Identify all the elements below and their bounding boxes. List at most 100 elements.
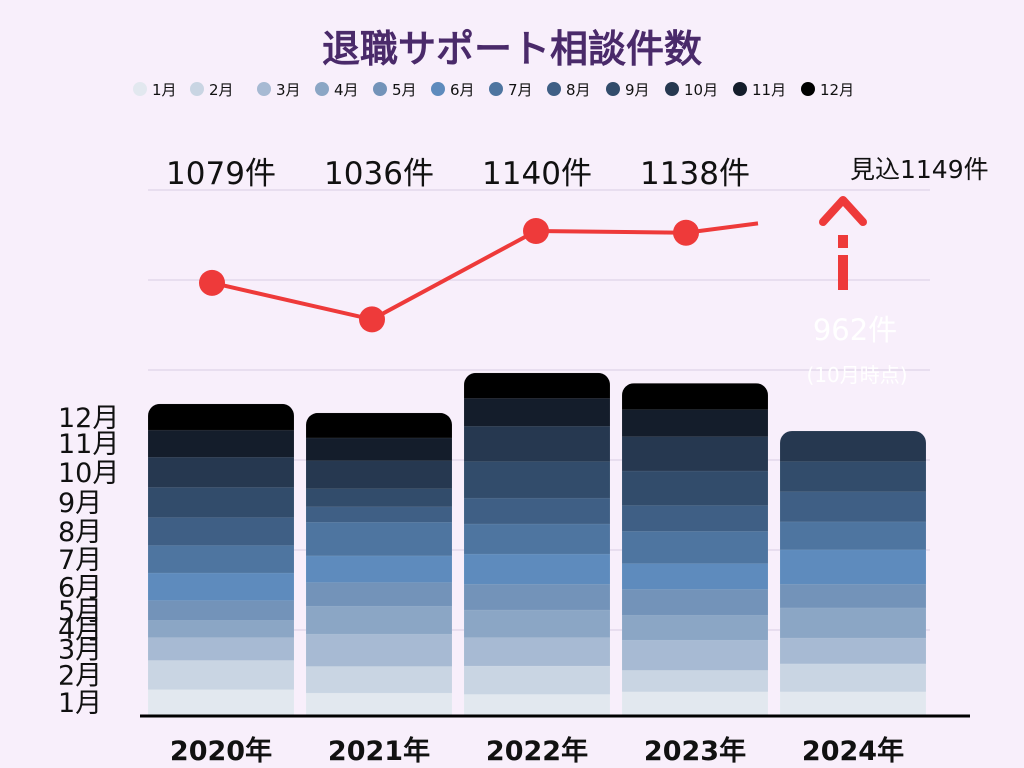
legend-label: 4月 bbox=[334, 81, 359, 99]
legend-label: 2月 bbox=[209, 81, 234, 99]
bar-segment bbox=[622, 639, 768, 671]
bar-segment bbox=[148, 456, 294, 488]
current-total-label: 962件 bbox=[813, 313, 897, 347]
bar-segment bbox=[306, 605, 452, 635]
bar-segment bbox=[622, 383, 768, 410]
trend-point bbox=[359, 306, 385, 333]
bar-segment bbox=[306, 437, 452, 462]
year-axis-labels: 2020年 2021年 2022年 2023年 2024年 bbox=[170, 735, 904, 767]
legend-label: 11月 bbox=[752, 81, 786, 99]
bar-segment bbox=[780, 430, 926, 462]
bar-segment bbox=[148, 429, 294, 458]
bar-segment bbox=[306, 505, 452, 523]
projection-arrow-icon bbox=[819, 196, 867, 290]
projection-label: 見込1149件 bbox=[850, 155, 989, 184]
bar-segment bbox=[148, 659, 294, 690]
legend-label: 10月 bbox=[684, 81, 718, 99]
month-label: 7月 bbox=[58, 545, 102, 576]
legend-swatch bbox=[257, 82, 271, 96]
bar-segment bbox=[148, 636, 294, 661]
year-label: 2020年 bbox=[170, 735, 272, 767]
bar-segment bbox=[622, 669, 768, 693]
legend-swatch bbox=[133, 82, 147, 96]
legend-swatch bbox=[801, 82, 815, 96]
bar-segment bbox=[622, 588, 768, 616]
month-label: 10月 bbox=[58, 458, 119, 489]
legend-label: 12月 bbox=[820, 81, 854, 99]
bar-segment bbox=[464, 665, 610, 695]
trend-point bbox=[673, 219, 699, 246]
total-label: 1079件 bbox=[166, 156, 276, 192]
bar-segment bbox=[148, 544, 294, 574]
legend-swatch bbox=[315, 82, 329, 96]
legend-label: 1月 bbox=[152, 81, 177, 99]
bar-stack bbox=[148, 403, 294, 716]
legend-swatch bbox=[489, 82, 503, 96]
bar-segment bbox=[464, 609, 610, 638]
bar-segment bbox=[148, 572, 294, 601]
bar-segment bbox=[622, 614, 768, 641]
bar-segment bbox=[464, 583, 610, 611]
legend-label: 8月 bbox=[566, 81, 591, 99]
bar-segment bbox=[780, 583, 926, 609]
month-label: 9月 bbox=[58, 488, 102, 519]
bar-segment bbox=[622, 408, 768, 437]
trend-point bbox=[523, 218, 549, 244]
legend-swatch bbox=[431, 82, 445, 96]
bar-segment bbox=[464, 636, 610, 667]
bar-stack bbox=[622, 383, 768, 716]
current-total-note: (10月時点) bbox=[806, 363, 907, 387]
year-label: 2021年 bbox=[328, 735, 430, 767]
bar-segment bbox=[306, 521, 452, 557]
bar-segment bbox=[306, 459, 452, 490]
total-label: 1140件 bbox=[482, 156, 592, 192]
legend-swatch bbox=[373, 82, 387, 96]
bar-segment bbox=[464, 693, 610, 716]
year-label: 2022年 bbox=[486, 735, 588, 767]
legend-swatch bbox=[547, 82, 561, 96]
bar-segment bbox=[780, 637, 926, 665]
bar-segment bbox=[306, 555, 452, 583]
total-label: 1138件 bbox=[640, 156, 750, 192]
bar-segment bbox=[464, 523, 610, 555]
bar-stack bbox=[464, 372, 610, 716]
total-label: 1036件 bbox=[324, 156, 434, 192]
bar-segment bbox=[464, 425, 610, 462]
trend-point bbox=[199, 269, 225, 296]
bar-segment bbox=[622, 504, 768, 532]
bar-segment bbox=[464, 397, 610, 427]
bar-segment bbox=[780, 549, 926, 585]
legend-label: 5月 bbox=[392, 81, 417, 99]
bar-segment bbox=[780, 490, 926, 523]
bar-segment bbox=[148, 688, 294, 716]
chart-title: 退職サポート相談件数 bbox=[322, 27, 702, 71]
month-label: 5月 bbox=[58, 596, 102, 627]
bar-segment bbox=[780, 663, 926, 693]
legend-label: 7月 bbox=[508, 81, 533, 99]
month-label: 6月 bbox=[58, 572, 102, 603]
bar-segment bbox=[780, 460, 926, 493]
bar-segment bbox=[148, 599, 294, 621]
bar-segment bbox=[780, 521, 926, 551]
month-label: 11月 bbox=[58, 429, 119, 460]
month-label: 3月 bbox=[58, 635, 102, 666]
bar-segment bbox=[464, 372, 610, 399]
bar-stack bbox=[306, 412, 452, 716]
bar-segment bbox=[464, 460, 610, 499]
bar-segment bbox=[148, 486, 294, 518]
legend-swatch bbox=[190, 82, 204, 96]
month-label: 1月 bbox=[58, 688, 102, 719]
bar-segment bbox=[306, 487, 452, 508]
arrow-head bbox=[819, 196, 867, 226]
legend-swatch bbox=[606, 82, 620, 96]
bar-segment bbox=[622, 691, 768, 716]
bar-segment bbox=[148, 619, 294, 638]
bar-segment bbox=[148, 516, 294, 546]
year-label: 2023年 bbox=[644, 735, 746, 767]
legend-swatch bbox=[665, 82, 679, 96]
bar-segment bbox=[780, 691, 926, 716]
bar-segment bbox=[622, 562, 768, 590]
year-label: 2024年 bbox=[802, 735, 904, 767]
bar-segment bbox=[306, 633, 452, 667]
